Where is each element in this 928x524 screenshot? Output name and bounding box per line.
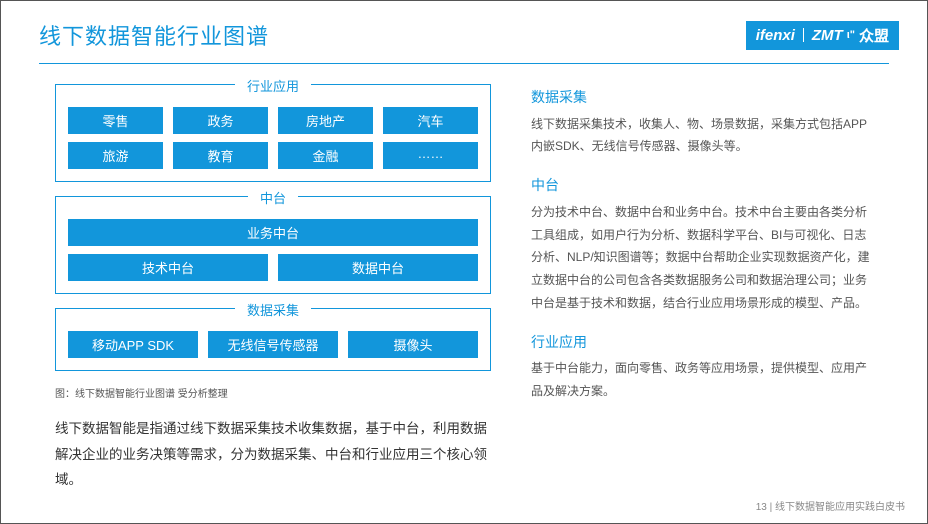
row: 技术中台 数据中台: [68, 254, 478, 281]
header: 线下数据智能行业图谱 ifenxi ZMT ι" 众盟: [1, 1, 927, 57]
cell-sdk: 移动APP SDK: [68, 331, 198, 358]
group-industry-app: 行业应用 零售 政务 房地产 汽车 旅游 教育 金融 ……: [55, 84, 491, 182]
cell-gov: 政务: [173, 107, 268, 134]
body: 行业应用 零售 政务 房地产 汽车 旅游 教育 金融 …… 中台 业务中台: [1, 64, 927, 493]
row: 业务中台: [68, 219, 478, 246]
group-label: 行业应用: [235, 76, 311, 95]
diagram-desc: 线下数据智能是指通过线下数据采集技术收集数据，基于中台，利用数据解决企业的业务决…: [55, 416, 491, 493]
section-industry: 行业应用 基于中台能力，面向零售、政务等应用场景，提供模型、应用产品及解决方案。: [531, 329, 871, 403]
logo-zhongmeng: 众盟: [859, 25, 889, 46]
cell-retail: 零售: [68, 107, 163, 134]
row: 零售 政务 房地产 汽车: [68, 107, 478, 134]
cell-edu: 教育: [173, 142, 268, 169]
row: 旅游 教育 金融 ……: [68, 142, 478, 169]
cell-auto: 汽车: [383, 107, 478, 134]
cell-sensor: 无线信号传感器: [208, 331, 338, 358]
logo-zmt: ZMT: [812, 27, 843, 44]
group-middle-platform: 中台 业务中台 技术中台 数据中台: [55, 196, 491, 294]
section-title: 数据采集: [531, 84, 871, 111]
group-label: 数据采集: [235, 300, 311, 319]
diagram-caption: 图：线下数据智能行业图谱 受分析整理: [55, 385, 491, 400]
logo-divider: [803, 28, 804, 42]
cell-more: ……: [383, 142, 478, 169]
section-body: 线下数据采集技术，收集人、物、场景数据，采集方式包括APP内嵌SDK、无线信号传…: [531, 113, 871, 159]
text-column: 数据采集 线下数据采集技术，收集人、物、场景数据，采集方式包括APP内嵌SDK、…: [531, 84, 871, 493]
cell-finance: 金融: [278, 142, 373, 169]
section-middle: 中台 分为技术中台、数据中台和业务中台。技术中台主要由各类分析工具组成，如用户行…: [531, 172, 871, 315]
page-title: 线下数据智能行业图谱: [39, 19, 269, 51]
cell-tech-mid: 技术中台: [68, 254, 268, 281]
cell-data-mid: 数据中台: [278, 254, 478, 281]
cell-camera: 摄像头: [348, 331, 478, 358]
section-title: 行业应用: [531, 329, 871, 356]
section-body: 基于中台能力，面向零售、政务等应用场景，提供模型、应用产品及解决方案。: [531, 357, 871, 403]
logo-ifenxi: ifenxi: [756, 27, 795, 44]
brand-logos: ifenxi ZMT ι" 众盟: [746, 21, 899, 50]
section-body: 分为技术中台、数据中台和业务中台。技术中台主要由各类分析工具组成，如用户行为分析…: [531, 201, 871, 315]
section-data-collect: 数据采集 线下数据采集技术，收集人、物、场景数据，采集方式包括APP内嵌SDK、…: [531, 84, 871, 158]
diagram-column: 行业应用 零售 政务 房地产 汽车 旅游 教育 金融 …… 中台 业务中台: [55, 84, 491, 493]
row: 移动APP SDK 无线信号传感器 摄像头: [68, 331, 478, 358]
cell-realestate: 房地产: [278, 107, 373, 134]
group-label: 中台: [248, 188, 298, 207]
section-title: 中台: [531, 172, 871, 199]
slide: 线下数据智能行业图谱 ifenxi ZMT ι" 众盟 行业应用 零售 政务 房…: [0, 0, 928, 524]
cell-biz-mid: 业务中台: [68, 219, 478, 246]
cell-travel: 旅游: [68, 142, 163, 169]
group-data-collect: 数据采集 移动APP SDK 无线信号传感器 摄像头: [55, 308, 491, 371]
page-footer: 13 | 线下数据智能应用实践白皮书: [756, 498, 905, 513]
